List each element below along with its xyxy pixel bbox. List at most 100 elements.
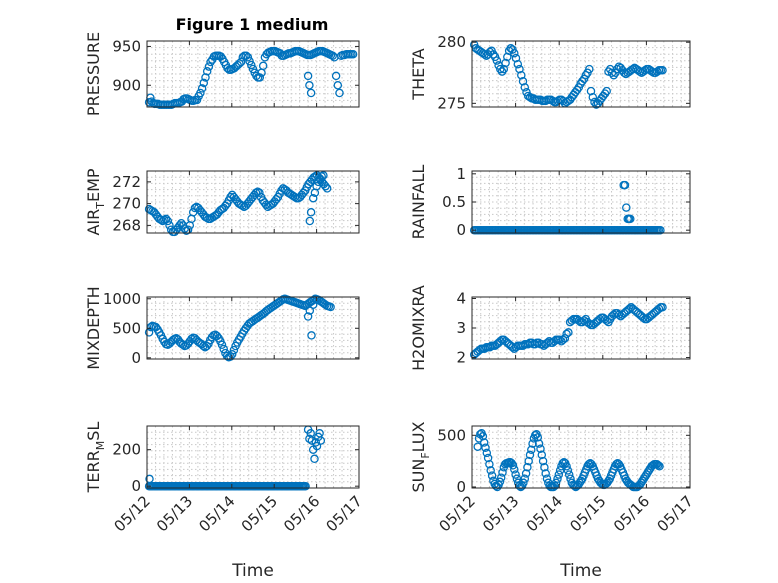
data-point: [335, 88, 344, 98]
data-point: [199, 78, 209, 88]
data-point: [537, 450, 547, 460]
data-point: [499, 64, 509, 74]
data-point: [247, 60, 256, 70]
y-axis-label: TERRMSL: [84, 422, 107, 494]
y-tick-label: 950: [112, 37, 141, 55]
data-point: [517, 70, 526, 80]
series-pressure: [144, 46, 358, 109]
data-point: [307, 436, 317, 445]
y-tick-label: 4: [456, 289, 466, 307]
data-point: [609, 70, 618, 80]
data-point: [322, 184, 332, 193]
y-tick-label: 280: [437, 33, 466, 51]
data-point: [585, 64, 594, 74]
data-point: [503, 52, 512, 62]
axes-box: [471, 40, 691, 108]
data-point: [527, 445, 536, 455]
y-axis-label-main: AIR: [84, 209, 103, 236]
data-point: [144, 328, 154, 337]
subplot-theta: 275 280 THETA: [409, 33, 691, 112]
data-point: [511, 53, 521, 63]
data-point: [310, 454, 319, 464]
data-point: [308, 193, 318, 203]
data-point: [555, 335, 564, 345]
data-point: [165, 221, 174, 230]
data-point: [511, 470, 520, 479]
data-point: [480, 50, 489, 59]
data-point: [523, 463, 532, 472]
y-tick-label: 2: [456, 349, 466, 367]
data-point: [542, 474, 552, 483]
axes-box: [146, 170, 360, 234]
series-theta: [469, 40, 667, 109]
data-point: [520, 474, 530, 483]
series-terr_msl: [144, 425, 326, 491]
subplot-air_temp: 268 270 272 AIRTEMP: [84, 168, 360, 237]
data-point: [333, 81, 343, 90]
y-tick-label: 200: [112, 441, 141, 459]
y-axis-label: RAINFALL: [409, 165, 428, 240]
y-tick-label: 270: [112, 195, 141, 213]
y-tick-label: 0: [131, 349, 141, 367]
data-point: [513, 59, 523, 69]
data-point: [554, 470, 564, 479]
data-point: [521, 469, 531, 478]
y-tick-label: 0: [131, 477, 141, 495]
data-point: [226, 192, 235, 202]
data-point: [204, 62, 214, 71]
data-point: [614, 459, 624, 469]
data-point: [622, 203, 631, 212]
data-point: [486, 466, 495, 475]
axes-box: [471, 425, 691, 489]
data-point: [305, 434, 314, 444]
data-point: [656, 225, 665, 235]
y-axis-label: PRESSURE: [84, 32, 103, 116]
y-tick-label: 500: [112, 319, 141, 337]
y-tick-label: 500: [437, 426, 466, 444]
data-point: [658, 66, 667, 75]
y-axis-label: AIRTEMP: [84, 168, 107, 235]
data-point: [510, 48, 519, 58]
data-point: [495, 477, 505, 487]
figure-title: Figure 1 medium: [176, 15, 329, 34]
data-point: [305, 216, 315, 226]
y-tick-label: 1: [456, 165, 466, 183]
data-point: [190, 203, 200, 213]
y-axis-label-subscript: M: [94, 441, 107, 451]
data-point: [626, 214, 635, 224]
y-tick-label: 272: [112, 173, 141, 191]
y-axis-label-rest: SL: [84, 422, 103, 441]
data-point: [192, 95, 202, 105]
data-point: [578, 77, 587, 86]
x-axis-label: Time: [559, 561, 602, 581]
data-point: [305, 81, 314, 90]
data-point: [483, 453, 493, 463]
data-point: [524, 456, 533, 466]
data-point: [326, 302, 335, 312]
data-point: [518, 77, 528, 86]
data-point: [226, 352, 235, 361]
data-point: [202, 67, 212, 76]
y-tick-label: 3: [456, 319, 466, 337]
data-point: [496, 473, 506, 482]
data-point: [251, 188, 261, 198]
data-point: [476, 430, 485, 439]
data-point: [655, 462, 664, 471]
y-axis-label-subscript: F: [419, 452, 432, 458]
data-point: [537, 339, 547, 349]
data-point: [519, 478, 528, 488]
data-point: [222, 351, 232, 361]
y-tick-label: 275: [437, 94, 466, 112]
data-point: [303, 312, 313, 321]
data-point: [238, 201, 247, 211]
data-point: [508, 461, 518, 470]
data-point: [625, 304, 634, 314]
data-point: [512, 474, 522, 483]
y-tick-label: 268: [112, 216, 141, 234]
subplot-pressure: 900 950 PRESSURE: [84, 32, 360, 116]
subplot-rainfall: 0 0.5 1 RAINFALL: [409, 165, 691, 240]
y-axis-label-rest: EMP: [84, 168, 103, 202]
data-point: [479, 438, 489, 447]
data-point: [564, 470, 574, 479]
